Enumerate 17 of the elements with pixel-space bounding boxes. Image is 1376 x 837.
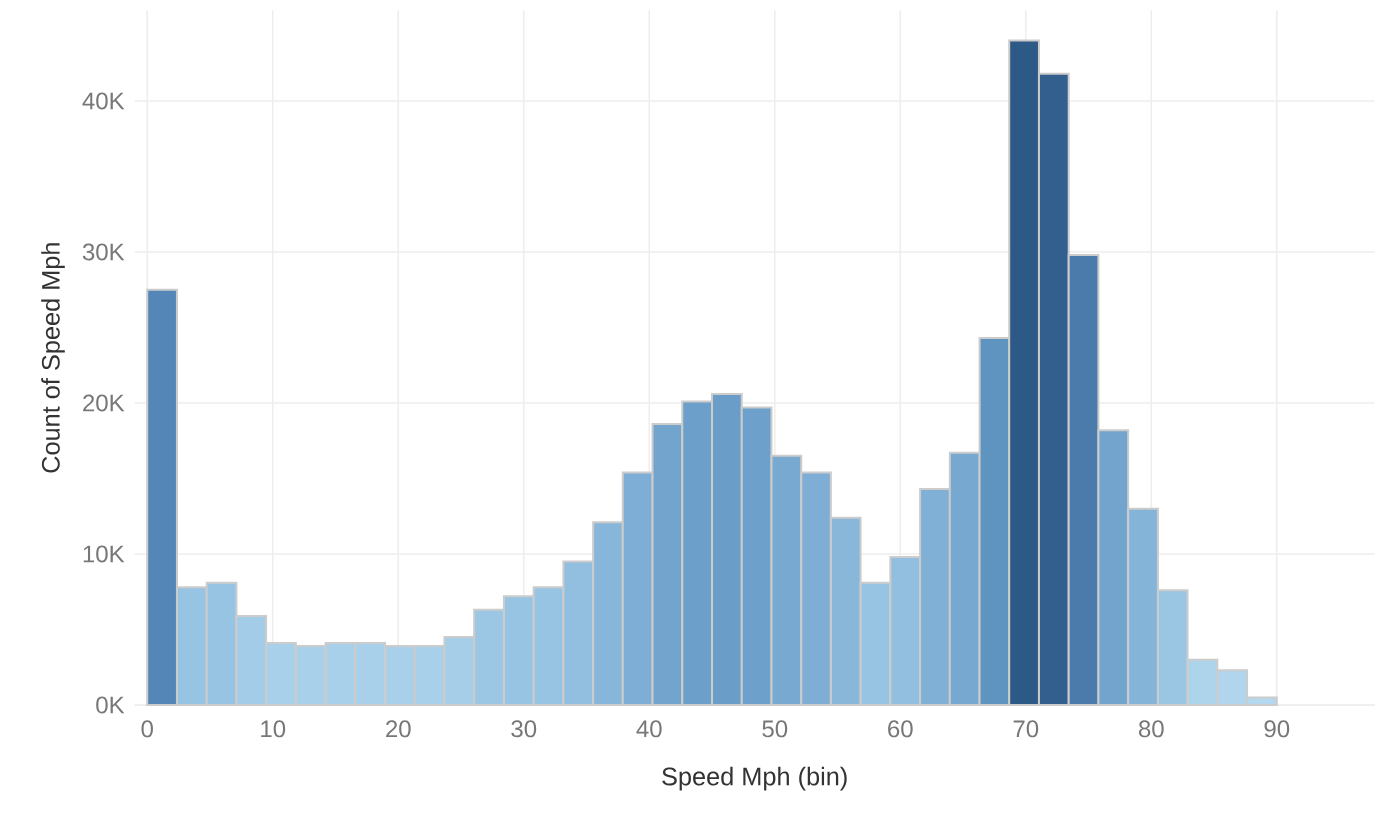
y-tick-label: 10K bbox=[83, 545, 125, 563]
x-tick-label: 80 bbox=[1138, 720, 1164, 738]
x-tick-label: 50 bbox=[762, 720, 788, 738]
x-tick-label: 90 bbox=[1264, 720, 1290, 738]
x-tick-label: 60 bbox=[888, 720, 913, 738]
x-tick-label: 20 bbox=[386, 720, 411, 738]
y-axis-title: Count of Speed Mph bbox=[41, 243, 65, 473]
x-tick-label: 10 bbox=[261, 720, 286, 738]
x-tick-label: 40 bbox=[636, 720, 662, 738]
x-tick-label: 70 bbox=[1013, 720, 1039, 738]
y-tick-label: 20K bbox=[83, 394, 125, 412]
y-tick-label: 40K bbox=[82, 92, 125, 110]
y-tick-label: 30K bbox=[82, 243, 125, 261]
y-tick-label: 0K bbox=[96, 696, 125, 714]
x-tick-label: 30 bbox=[511, 720, 537, 738]
x-axis-title: Speed Mph (bin) bbox=[662, 766, 847, 791]
x-tick-label: 0 bbox=[141, 720, 153, 738]
